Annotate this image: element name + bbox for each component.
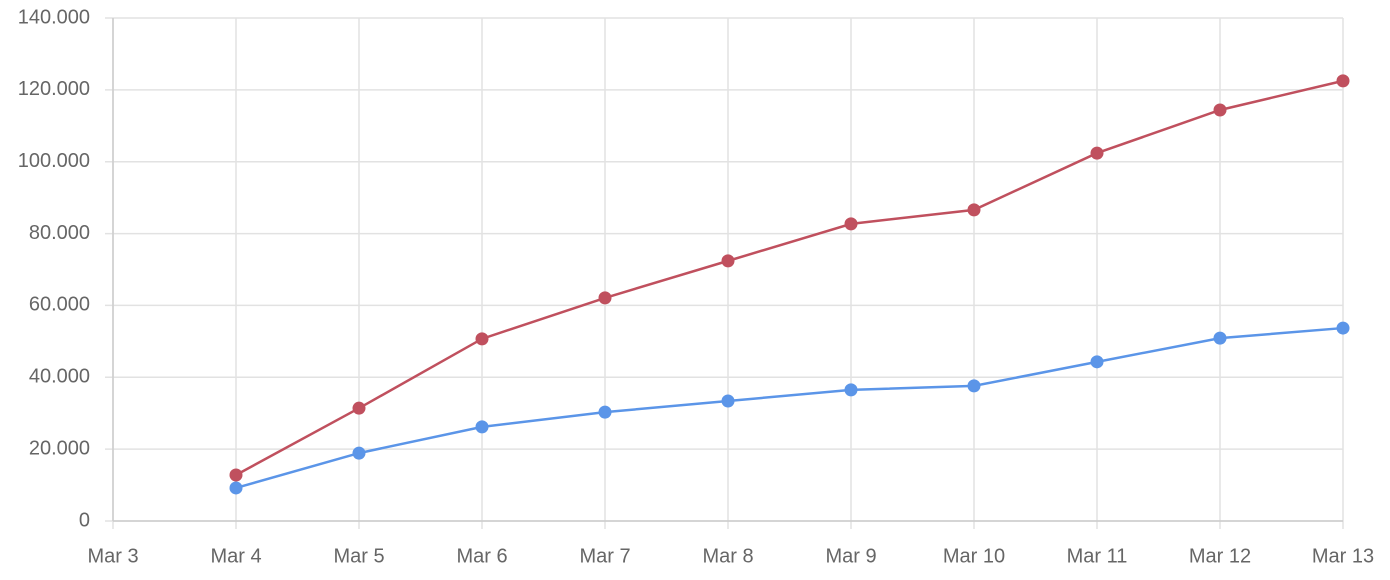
x-tick-label: Mar 13: [1312, 545, 1374, 567]
data-point: [598, 405, 612, 419]
y-tick-label: 0: [79, 509, 90, 531]
data-point: [967, 379, 981, 393]
data-point: [1336, 321, 1350, 335]
y-tick-label: 40.000: [29, 366, 90, 388]
series-line: [235, 326, 1344, 490]
data-point: [229, 468, 243, 482]
x-tick-label: Mar 12: [1189, 545, 1251, 567]
y-tick-label: 20.000: [29, 437, 90, 459]
y-tick-label: 120.000: [18, 78, 90, 100]
data-point: [844, 383, 858, 397]
x-tick-label: Mar 7: [579, 545, 630, 567]
data-point: [229, 481, 243, 495]
series-line: [235, 79, 1344, 477]
data-point: [967, 203, 981, 217]
data-point: [1336, 74, 1350, 88]
x-tick-label: Mar 11: [1067, 545, 1128, 567]
x-tick-label: Mar 5: [333, 545, 384, 567]
data-point: [721, 254, 735, 268]
x-tick-label: Mar 4: [210, 545, 261, 567]
y-tick-label: 140.000: [18, 6, 90, 28]
data-point: [475, 420, 489, 434]
data-point: [1090, 355, 1104, 369]
x-tick-label: Mar 10: [943, 545, 1005, 567]
data-point: [1213, 331, 1227, 345]
data-point: [352, 446, 366, 460]
data-point: [721, 394, 735, 408]
x-tick-label: Mar 3: [87, 545, 138, 567]
y-tick-label: 80.000: [29, 222, 90, 244]
x-tick-label: Mar 8: [702, 545, 753, 567]
y-tick-label: 100.000: [18, 150, 90, 172]
data-point: [598, 291, 612, 305]
x-tick-label: Mar 9: [825, 545, 876, 567]
data-point: [475, 332, 489, 346]
x-tick-label: Mar 6: [456, 545, 507, 567]
data-point: [1213, 103, 1227, 117]
data-point: [352, 401, 366, 415]
data-point: [844, 217, 858, 231]
data-point: [1090, 146, 1104, 160]
y-tick-label: 60.000: [29, 294, 90, 316]
